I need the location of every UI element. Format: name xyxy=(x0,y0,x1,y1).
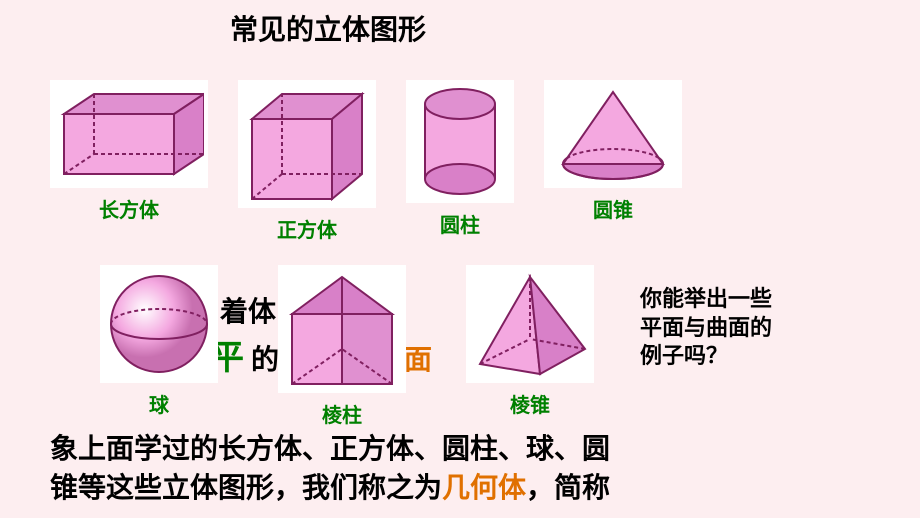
shapes-row-1: 长方体 正方体 圆柱 xyxy=(50,80,682,243)
bottom-line-1: 象上面学过的长方体、正方体、圆柱、球、圆 xyxy=(50,430,610,469)
side-question: 你能举出一些 平面与曲面的 例子吗？ xyxy=(640,285,772,371)
side-line-1: 你能举出一些 xyxy=(640,285,772,314)
cone-label: 圆锥 xyxy=(593,194,633,223)
bottom-frag-a: 锥等这些立体图形，我们称之为 xyxy=(50,473,442,504)
cuboid-figure xyxy=(50,80,208,188)
cone-figure xyxy=(544,80,682,188)
shape-prism: 棱柱 xyxy=(278,265,406,428)
cuboid-label: 长方体 xyxy=(99,194,159,223)
shape-cylinder: 圆柱 xyxy=(406,80,514,238)
sphere-label: 球 xyxy=(149,389,169,418)
cylinder-label: 圆柱 xyxy=(440,209,480,238)
shapes-row-2: 球 棱柱 棱锥 xyxy=(100,265,594,428)
shape-cuboid: 长方体 xyxy=(50,80,208,223)
cube-label: 正方体 xyxy=(277,214,337,243)
shape-pyramid: 棱锥 xyxy=(466,265,594,418)
bottom-paragraph: 象上面学过的长方体、正方体、圆柱、球、圆 锥等这些立体图形，我们称之为几何体，简… xyxy=(50,430,610,508)
shape-sphere: 球 xyxy=(100,265,218,418)
sphere-figure xyxy=(100,265,218,383)
bottom-line-2: 锥等这些立体图形，我们称之为几何体，简称 xyxy=(50,469,610,508)
cylinder-figure xyxy=(406,80,514,203)
pyramid-figure xyxy=(466,265,594,383)
page-title: 常见的立体图形 xyxy=(230,8,426,48)
side-line-3: 例子吗？ xyxy=(640,342,772,371)
side-line-2: 平面与曲面的 xyxy=(640,314,772,343)
shape-cube: 正方体 xyxy=(238,80,376,243)
bottom-frag-b: ，简称 xyxy=(526,473,610,504)
prism-label: 棱柱 xyxy=(322,399,362,428)
prism-figure xyxy=(278,265,406,393)
bottom-keyword: 几何体 xyxy=(442,473,526,504)
shape-cone: 圆锥 xyxy=(544,80,682,223)
pyramid-label: 棱锥 xyxy=(510,389,550,418)
cube-figure xyxy=(238,80,376,208)
